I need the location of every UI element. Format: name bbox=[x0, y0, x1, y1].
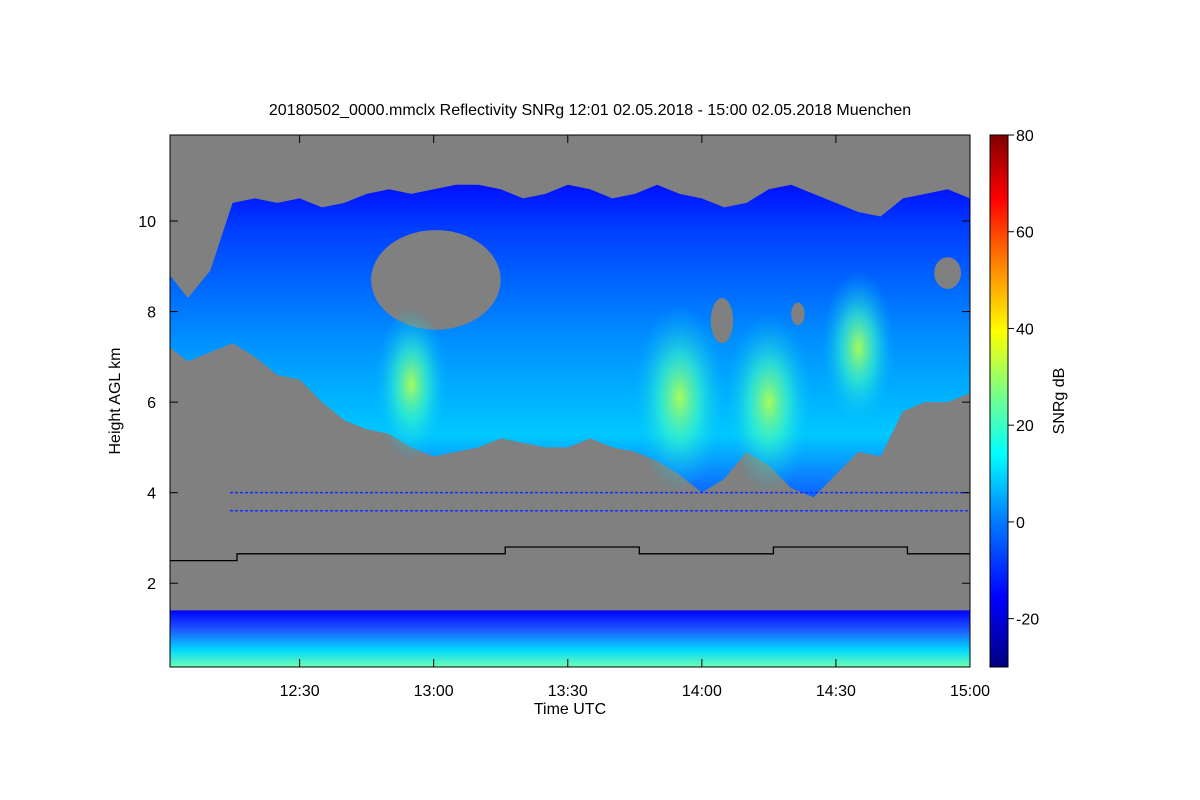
melting-layer-line bbox=[170, 546, 970, 562]
colorbar-tick-label: 40 bbox=[1016, 321, 1034, 338]
bright-cores bbox=[374, 269, 896, 493]
clear-gaps bbox=[371, 230, 962, 344]
colorbar-gradient bbox=[989, 134, 1009, 668]
chart-title: 20180502_0000.mmclx Reflectivity SNRg 12… bbox=[269, 102, 911, 119]
y-axis: 2 4 6 8 10 bbox=[138, 214, 970, 593]
colorbar-tick-label: 80 bbox=[1016, 128, 1034, 145]
bright-core bbox=[633, 303, 726, 492]
colorbar-tick-label: -20 bbox=[1016, 612, 1039, 629]
x-axis-label: Time UTC bbox=[534, 701, 606, 718]
bright-core bbox=[724, 312, 813, 493]
x-tick-label: 13:30 bbox=[548, 683, 588, 700]
colorbar-label: SNRg dB bbox=[1051, 368, 1068, 435]
colorbar-ticks: -20 0 20 40 60 80 bbox=[1008, 128, 1039, 629]
y-axis-label: Height AGL km bbox=[107, 347, 124, 454]
x-tick-label: 13:00 bbox=[414, 683, 454, 700]
bright-core bbox=[374, 306, 449, 463]
colorbar-tick-label: 0 bbox=[1016, 515, 1025, 532]
colorbar: -20 0 20 40 60 80 SNRg dB bbox=[989, 128, 1068, 668]
y-tick-label: 2 bbox=[147, 576, 156, 593]
artifact-lines bbox=[230, 491, 970, 512]
x-tick-label: 14:30 bbox=[816, 683, 856, 700]
y-tick-label: 10 bbox=[138, 214, 156, 231]
x-tick-label: 14:00 bbox=[682, 683, 722, 700]
x-tick-label: 12:30 bbox=[280, 683, 320, 700]
y-tick-label: 6 bbox=[147, 395, 156, 412]
x-tick-label: 15:00 bbox=[950, 683, 990, 700]
y-tick-label: 4 bbox=[147, 486, 156, 503]
bright-core bbox=[821, 269, 896, 426]
colorbar-tick-label: 20 bbox=[1016, 418, 1034, 435]
x-axis: 12:30 13:00 13:30 14:00 14:30 15:00 bbox=[280, 135, 990, 700]
boundary-layer-echo bbox=[170, 610, 970, 667]
clear-gap bbox=[710, 297, 734, 344]
plot-area: 12:30 13:00 13:30 14:00 14:30 15:00 2 4 6 8 10 bbox=[138, 134, 990, 700]
clear-gap bbox=[371, 230, 501, 330]
clear-gap bbox=[791, 302, 805, 326]
y-tick-label: 8 bbox=[147, 305, 156, 322]
clear-gap bbox=[934, 257, 962, 289]
colorbar-tick-label: 60 bbox=[1016, 225, 1034, 242]
plot-frame bbox=[169, 134, 971, 668]
